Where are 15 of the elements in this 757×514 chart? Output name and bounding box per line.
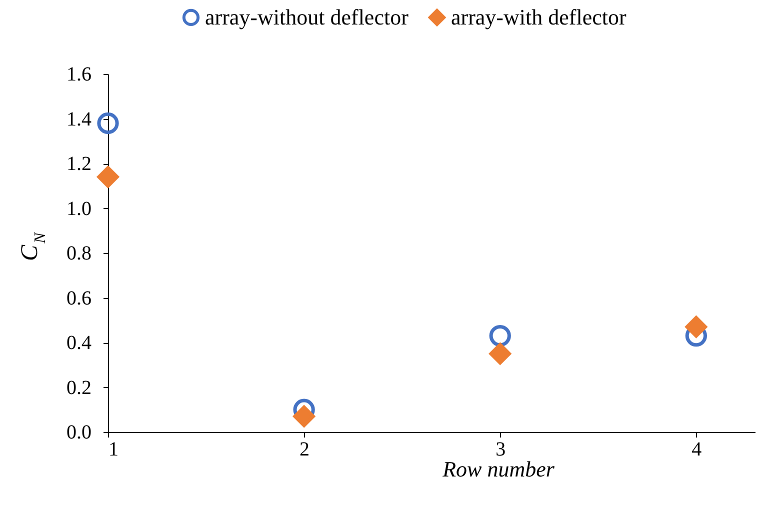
y-tick-label: 0.2: [66, 376, 92, 399]
y-tick-label: 0.0: [66, 422, 92, 444]
y-tick-label: 1.2: [66, 153, 92, 175]
y-axis-title: CN: [17, 231, 49, 262]
y-tick-label: 0.8: [66, 242, 92, 264]
y-tick-label: 1.6: [66, 64, 92, 86]
x-tick-label: 1: [108, 438, 118, 460]
x-tick-label: 2: [300, 438, 310, 460]
y-tick-label: 0.6: [66, 287, 92, 310]
x-tick-label: 4: [692, 438, 702, 460]
y-tick-label: 0.4: [66, 332, 92, 354]
y-tick-label: 1.0: [66, 198, 92, 220]
y-tick-label: 1.4: [66, 108, 92, 130]
legend-label: array-with deflector: [451, 4, 627, 30]
legend-label: array-without deflector: [205, 4, 410, 30]
